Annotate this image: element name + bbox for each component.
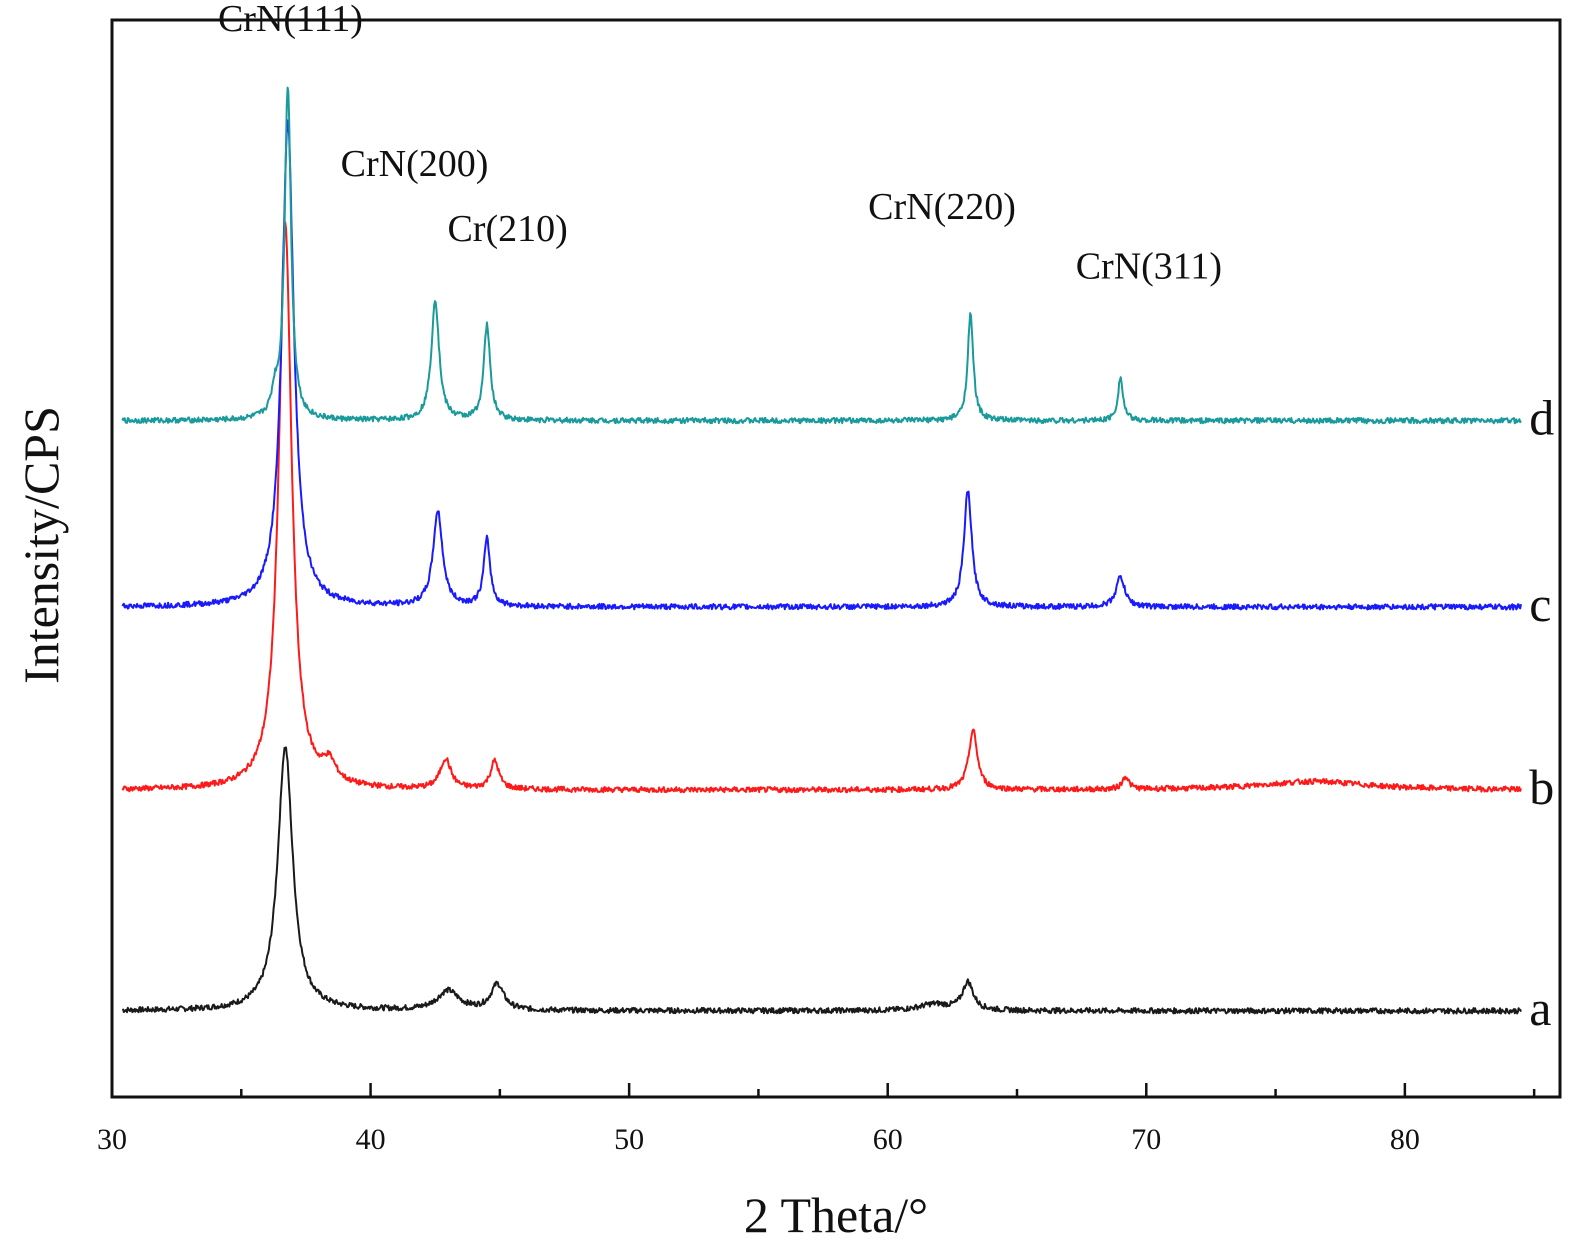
x-tick-label: 70 bbox=[1131, 1123, 1161, 1156]
peak-annotation: CrN(200) bbox=[341, 143, 489, 185]
series-label-d: d bbox=[1529, 390, 1554, 446]
peak-annotation: CrN(311) bbox=[1076, 245, 1222, 287]
x-tick-label: 80 bbox=[1390, 1123, 1420, 1156]
x-tick-label: 60 bbox=[873, 1123, 903, 1156]
series-line-d bbox=[121, 86, 1522, 425]
x-tick-label: 30 bbox=[97, 1123, 127, 1156]
plot-frame bbox=[110, 18, 1562, 1099]
series-traces bbox=[121, 86, 1522, 1015]
series-line-a bbox=[121, 746, 1522, 1015]
peak-annotation: CrN(111) bbox=[218, 0, 363, 40]
series-label-c: c bbox=[1529, 576, 1551, 632]
x-tick-label: 40 bbox=[356, 1123, 386, 1156]
series-labels: a b c d bbox=[1529, 390, 1554, 1036]
series-label-b: b bbox=[1529, 759, 1554, 815]
series-line-b bbox=[121, 221, 1522, 794]
x-axis-ticks: 30 40 50 60 70 80 bbox=[97, 1083, 1536, 1156]
peak-annotation: CrN(220) bbox=[868, 186, 1016, 228]
x-tick-label: 50 bbox=[614, 1123, 644, 1156]
peak-annotation: Cr(210) bbox=[447, 208, 567, 250]
y-axis-title: Intensity/CPS bbox=[13, 406, 69, 684]
series-line-c bbox=[121, 119, 1522, 611]
x-axis-title: 2 Theta/° bbox=[744, 1187, 928, 1243]
series-label-a: a bbox=[1529, 980, 1551, 1036]
peak-annotations: CrN(111) CrN(200) Cr(210) CrN(220) CrN(311) bbox=[218, 0, 1222, 287]
